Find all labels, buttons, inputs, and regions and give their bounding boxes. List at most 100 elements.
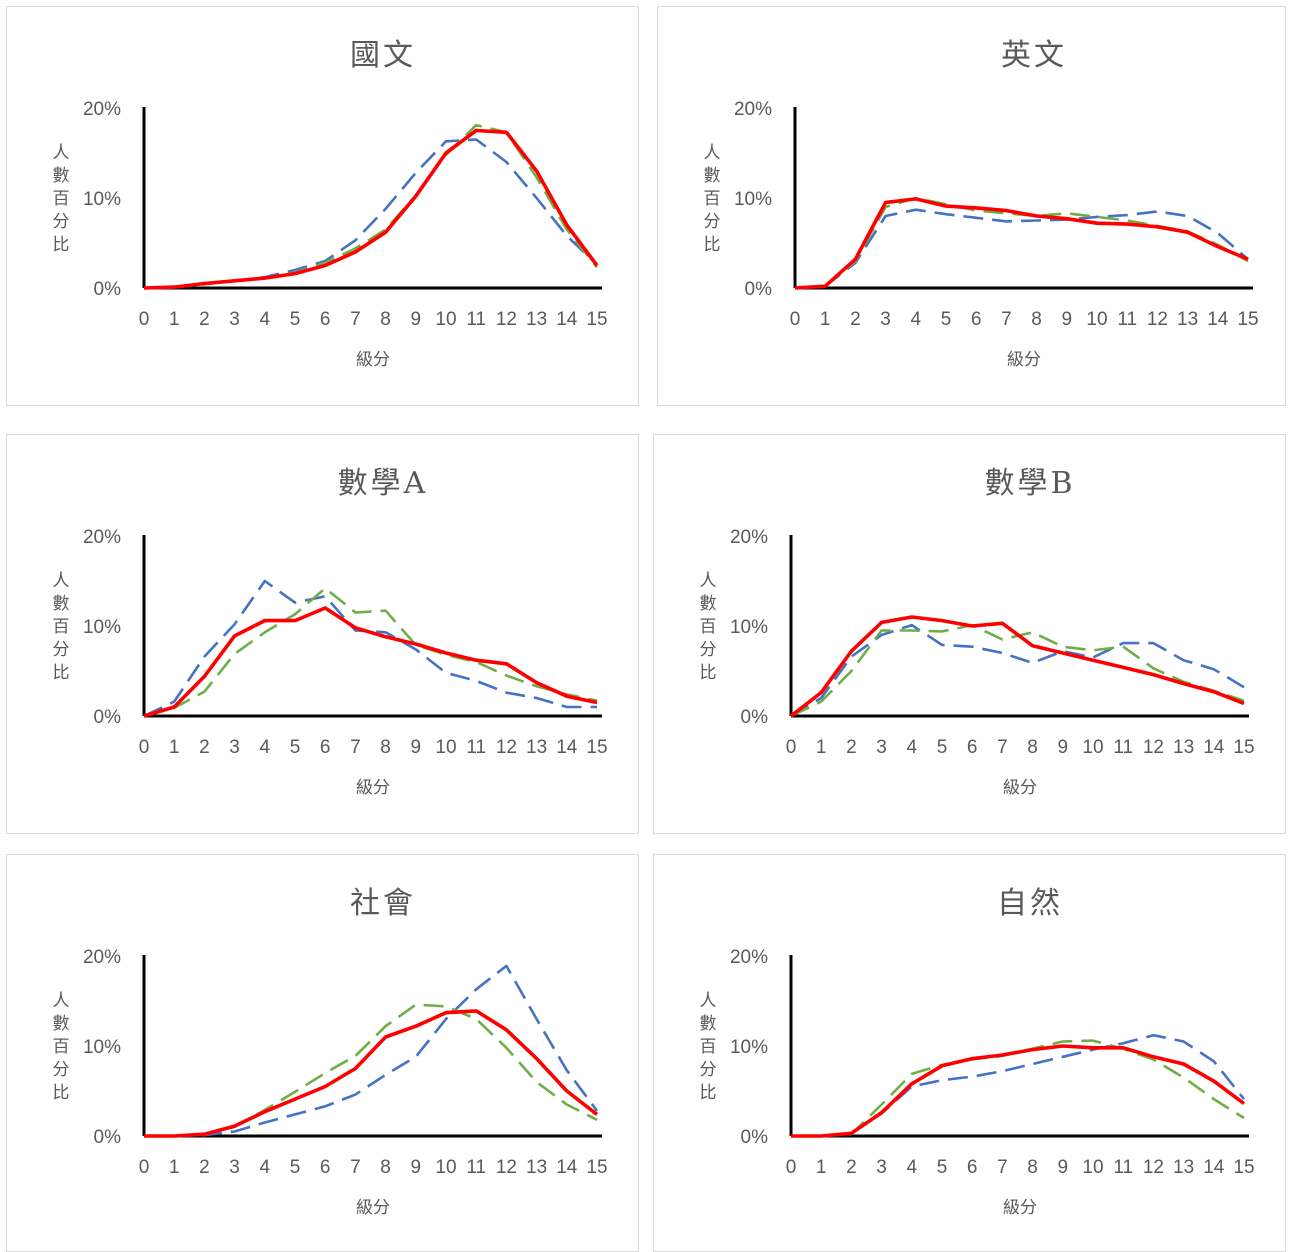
y-tick-label: 0% — [94, 1127, 122, 1148]
y-tick-label: 0% — [741, 1127, 769, 1148]
x-tick-label: 6 — [320, 309, 331, 330]
y-axis-label: 人數百分比 — [700, 571, 717, 683]
chart-title: 數學A — [338, 466, 429, 501]
x-tick-label: 2 — [199, 1157, 210, 1178]
x-tick-label: 0 — [786, 737, 797, 758]
x-tick-label: 5 — [290, 737, 301, 758]
x-tick-label: 11 — [466, 737, 486, 758]
x-tick-label: 8 — [380, 737, 391, 758]
x-tick-label: 12 — [1143, 1157, 1164, 1178]
x-tick-label: 13 — [526, 309, 547, 330]
series-line-green-dashed — [790, 623, 1245, 718]
x-tick-label: 0 — [139, 309, 150, 330]
x-tick-label: 7 — [997, 1157, 1008, 1178]
x-tick-label: 14 — [1207, 309, 1229, 330]
x-tick-label: 9 — [1062, 309, 1073, 330]
series-line-red-solid — [789, 615, 1245, 718]
x-tick-label: 4 — [907, 737, 918, 758]
y-tick-label: 20% — [730, 527, 768, 548]
x-tick-label: 9 — [411, 737, 422, 758]
x-tick-label: 11 — [466, 1157, 486, 1178]
x-tick-label: 2 — [199, 309, 210, 330]
x-tick-label: 11 — [1117, 309, 1137, 330]
x-tick-label: 4 — [907, 1157, 918, 1178]
x-tick-label: 8 — [1031, 309, 1042, 330]
x-tick-label: 14 — [556, 1157, 578, 1178]
x-tick-label: 5 — [941, 309, 952, 330]
x-tick-label: 3 — [229, 309, 240, 330]
x-tick-label: 1 — [169, 1157, 180, 1178]
x-tick-label: 10 — [435, 737, 456, 758]
x-tick-label: 3 — [880, 309, 891, 330]
series-line-blue-dashed — [143, 579, 597, 718]
y-tick-label: 0% — [745, 279, 773, 300]
x-tick-label: 11 — [466, 309, 486, 330]
y-tick-label: 10% — [83, 1037, 121, 1058]
y-tick-label: 20% — [730, 947, 768, 968]
chart-panel-science: 自然 0% 10% 20% 人數百分比 0 1 2 3 4 5 6 7 8 9 10 11 12 13 14 15 級分 — [653, 854, 1286, 1252]
chart-title: 英文 — [1001, 38, 1067, 73]
x-tick-label: 4 — [911, 309, 922, 330]
x-tick-label: 14 — [556, 309, 578, 330]
x-tick-label: 6 — [967, 737, 978, 758]
x-tick-label: 8 — [1027, 737, 1038, 758]
x-tick-label: 10 — [435, 309, 456, 330]
x-tick-label: 14 — [1203, 737, 1225, 758]
x-tick-label: 0 — [786, 1157, 797, 1178]
x-tick-label: 2 — [199, 737, 210, 758]
x-tick-label: 11 — [1113, 737, 1133, 758]
series-line-blue-dashed — [791, 1033, 1246, 1138]
x-tick-label: 7 — [350, 1157, 361, 1178]
x-tick-label: 9 — [411, 309, 422, 330]
x-tick-label: 13 — [1173, 737, 1194, 758]
x-tick-label: 7 — [997, 737, 1008, 758]
series-line-red-solid — [143, 606, 598, 718]
x-tick-label: 3 — [229, 1157, 240, 1178]
x-tick-label: 15 — [1233, 1157, 1254, 1178]
x-tick-label: 0 — [139, 1157, 150, 1178]
series-line-red-solid — [791, 1044, 1246, 1138]
chart-title: 自然 — [997, 886, 1063, 921]
x-tick-label: 9 — [1058, 1157, 1069, 1178]
x-tick-label: 12 — [1143, 737, 1164, 758]
x-axis-label: 級分 — [1003, 778, 1037, 798]
x-tick-label: 12 — [1147, 309, 1168, 330]
y-tick-label: 10% — [83, 189, 121, 210]
x-tick-label: 3 — [876, 737, 887, 758]
x-tick-label: 2 — [846, 737, 857, 758]
series-line-green-dashed — [791, 1039, 1245, 1138]
x-axis-label: 級分 — [356, 778, 390, 798]
x-tick-label: 6 — [967, 1157, 978, 1178]
x-tick-label: 15 — [586, 309, 607, 330]
x-tick-label: 12 — [496, 1157, 517, 1178]
x-tick-label: 7 — [1001, 309, 1012, 330]
series-line-red-solid — [144, 1009, 599, 1138]
x-tick-label: 14 — [556, 737, 578, 758]
y-axis-label: 人數百分比 — [53, 143, 70, 255]
y-tick-label: 10% — [730, 617, 768, 638]
x-tick-label: 7 — [350, 737, 361, 758]
chart-panel-chinese: 國文 0% 10% 20% 人數百分比 0 1 2 3 4 5 6 7 8 9 10 11 12 13 14 15 級分 — [6, 6, 639, 406]
x-tick-label: 15 — [1233, 737, 1254, 758]
x-tick-label: 2 — [850, 309, 861, 330]
x-tick-label: 0 — [139, 737, 150, 758]
y-tick-label: 10% — [83, 617, 121, 638]
x-tick-label: 1 — [820, 309, 831, 330]
x-tick-label: 4 — [260, 309, 271, 330]
x-tick-label: 8 — [1027, 1157, 1038, 1178]
y-axis-label: 人數百分比 — [700, 991, 717, 1103]
series-line-blue-dashed — [144, 964, 599, 1138]
x-tick-label: 10 — [1086, 309, 1107, 330]
chart-title: 數學B — [984, 466, 1075, 501]
x-tick-label: 9 — [1058, 737, 1069, 758]
y-tick-label: 10% — [730, 1037, 768, 1058]
chart-panel-social: 社會 0% 10% 20% 人數百分比 0 1 2 3 4 5 6 7 8 9 10 11 12 13 14 15 級分 — [6, 854, 639, 1252]
x-tick-label: 10 — [435, 1157, 456, 1178]
y-axis-label: 人數百分比 — [53, 571, 70, 683]
